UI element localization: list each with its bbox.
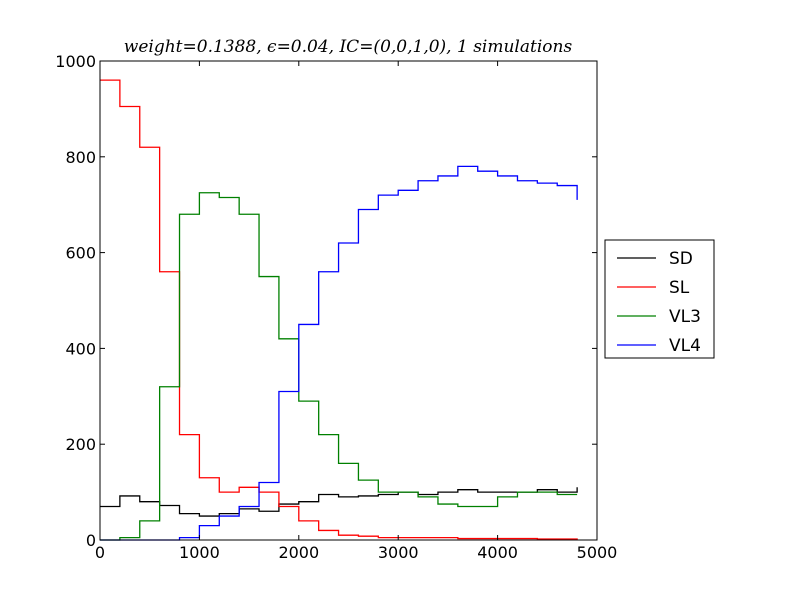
series-layer bbox=[100, 79, 578, 541]
legend-label-vl3: VL3 bbox=[669, 307, 701, 327]
legend-label-sd: SD bbox=[669, 249, 693, 269]
x-tick-label: 1000 bbox=[179, 543, 220, 562]
legend-box bbox=[604, 239, 715, 359]
y-tick-label: 800 bbox=[65, 148, 96, 167]
x-tick-label: 0 bbox=[95, 543, 105, 562]
plot-frame bbox=[99, 60, 598, 541]
y-tick-label: 0 bbox=[86, 531, 96, 550]
series-line-sd bbox=[100, 487, 578, 517]
ticks-layer: 0 1000 2000 3000 4000 5000 0 200 400 600 800 1000 bbox=[55, 52, 617, 562]
y-tick-label: 1000 bbox=[55, 52, 96, 71]
x-tick-label: 3000 bbox=[378, 543, 419, 562]
x-tick-label: 5000 bbox=[577, 543, 618, 562]
legend-label-vl4: VL4 bbox=[669, 336, 701, 356]
series-line-sl bbox=[100, 79, 578, 540]
legend: SD SL VL3 VL4 bbox=[604, 239, 715, 359]
y-tick-label: 400 bbox=[65, 339, 96, 358]
series-line-vl3 bbox=[100, 192, 578, 541]
legend-label-sl: SL bbox=[669, 278, 690, 298]
y-tick-label: 600 bbox=[65, 244, 96, 263]
chart-title: weight=0.1388, ϵ=0.04, IC=(0,0,1,0), 1 s… bbox=[124, 37, 573, 57]
x-tick-label: 2000 bbox=[278, 543, 319, 562]
series-line-vl4 bbox=[100, 165, 578, 541]
x-tick-label: 4000 bbox=[477, 543, 518, 562]
y-tick-label: 200 bbox=[65, 435, 96, 454]
